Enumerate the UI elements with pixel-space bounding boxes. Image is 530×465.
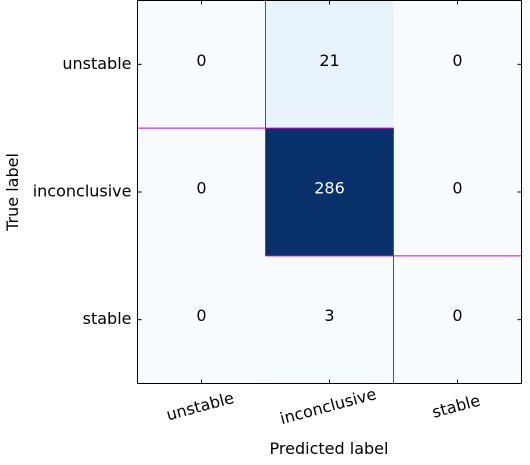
x-tick-label: inconclusive [278,384,378,428]
matrix-cell [137,0,266,129]
y-axis-label: True label [3,153,22,232]
matrix-cell [265,255,394,384]
matrix-cell [393,0,522,129]
axis-ticks [137,0,522,384]
cell-value-label: 0 [452,179,462,198]
y-tick-labels: unstable inconclusive stable [33,54,132,328]
y-tick-label: stable [83,309,132,328]
matrix-cell [265,0,394,129]
cell-value-label: 0 [196,306,206,325]
matrix-cell [137,255,266,384]
cell-value-label: 0 [196,51,206,70]
cell-value-label: 3 [324,306,334,325]
cell-value-label: 21 [319,51,339,70]
cell-value-label: 0 [196,179,206,198]
x-tick-label: unstable [164,388,236,424]
matrix-cell [393,128,522,256]
x-tick-labels: unstable inconclusive stable [164,384,482,428]
matrix-cell [265,128,394,256]
y-tick-label: inconclusive [33,182,132,201]
matrix-cell-values: 0 21 0 0 286 0 0 3 0 [196,51,462,325]
matrix-gridlines [137,0,522,384]
matrix-cell [393,255,522,384]
x-axis-label: Predicted label [270,439,389,458]
y-tick-label: unstable [62,54,131,73]
matrix-cells [137,0,522,384]
x-tick-label: stable [430,391,482,422]
cell-value-label: 286 [314,179,345,198]
matrix-cell [137,128,266,256]
cell-value-label: 0 [452,51,462,70]
cell-value-label: 0 [452,306,462,325]
